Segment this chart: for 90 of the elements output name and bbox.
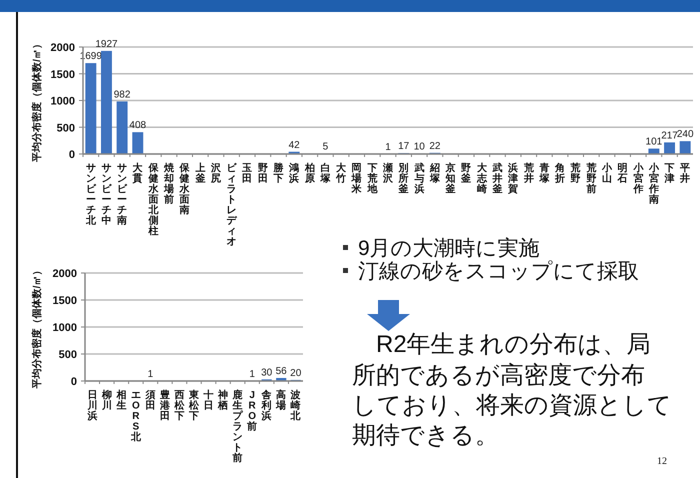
x-tick-label: 明石 (616, 162, 628, 184)
y-tick-label: 2000 (50, 42, 75, 54)
x-tick-label: 柏原 (304, 162, 315, 184)
x-tick-label: 神栖 (217, 389, 228, 412)
x-tick-label: 平井 (679, 163, 690, 184)
x-tick-label: 西松下 (173, 390, 186, 422)
x-tick-label: 小山 (600, 162, 613, 184)
x-tick-label: 岡場米 (350, 163, 363, 195)
y-tick-label: 500 (56, 122, 75, 134)
x-tick-label: 十日 (202, 389, 214, 412)
y-tick-label: 2000 (52, 268, 77, 280)
x-tick-label: 下津 (664, 163, 675, 184)
x-tick-label: 沢尻 (210, 162, 222, 184)
x-tick-label: 鹿生プラント前 (232, 389, 244, 464)
x-tick-label: 荒野 (570, 162, 581, 184)
x-tick-label: 角折 (554, 162, 566, 184)
data-label: 217 (661, 130, 678, 142)
data-label: 42 (288, 140, 300, 151)
x-tick-label: 大貫 (132, 162, 144, 184)
x-tick-label: 野田 (258, 162, 268, 184)
x-tick-label: 高場 (275, 389, 286, 412)
y-tick-label: 0 (68, 149, 75, 161)
text: R2年生まれの分布は、局 (352, 331, 651, 358)
y-tick-label: 1000 (52, 322, 77, 334)
x-tick-label: 白塚 (319, 162, 332, 184)
text: 所的であるが高密度で分布 (352, 362, 645, 389)
data-label: 56 (276, 366, 288, 377)
x-tick-label: 青塚 (538, 162, 550, 184)
x-tick-label: 瀬沢 (382, 162, 394, 184)
x-tick-label: 野釜 (460, 162, 472, 184)
data-label: 982 (114, 89, 131, 100)
data-label: 1 (148, 368, 154, 380)
x-tick-label: 下荒地 (366, 163, 378, 195)
data-label: 1 (385, 142, 392, 153)
x-tick-label: 武井釜 (491, 162, 502, 195)
x-tick-label: 鴻浜 (288, 162, 300, 184)
y-tick-label: 0 (70, 376, 77, 388)
x-tick-label: 焼却場前 (163, 162, 176, 206)
data-label: 101 (646, 136, 663, 148)
x-tick-label: サンビーチ南 (116, 163, 128, 226)
x-tick-label: サンビーチ北 (84, 163, 97, 226)
y-tick-label: 500 (58, 349, 77, 361)
y-tick-label: 1500 (50, 68, 75, 81)
x-tick-label: 柳川 (100, 389, 112, 412)
x-tick-label: 大竹 (335, 162, 348, 184)
data-label: 30 (261, 367, 273, 378)
x-tick-label: ビィラトレディオ (226, 162, 238, 248)
x-tick-label: 大志崎 (476, 162, 488, 195)
x-tick-label: サンビーチ中 (101, 163, 112, 226)
data-label: 1927 (95, 38, 118, 50)
text: 12 (657, 456, 667, 467)
x-tick-label: 荒野前 (585, 162, 596, 195)
text: 9月の大潮時に実施 (358, 237, 540, 260)
y-tick-label: 1500 (52, 295, 77, 307)
y-axis-title: 平均分布密度（個体数/㎡） (31, 266, 43, 390)
x-tick-label: 小宮作南 (648, 162, 660, 206)
x-tick-label: 玉田 (241, 163, 252, 184)
data-label: 20 (290, 368, 302, 379)
text: 汀線の砂をスコップにて採取 (358, 260, 639, 283)
x-tick-label: 武与浜 (413, 162, 424, 195)
x-tick-label: 京知釜 (444, 162, 456, 195)
x-tick-label: 相生 (115, 389, 126, 412)
y-axis-title: 平均分布密度（個体数/㎡） (31, 39, 43, 163)
data-label: 10 (414, 141, 426, 152)
text: しており、将来の資源として (352, 392, 672, 419)
x-tick-label: 保健水面南 (178, 162, 191, 216)
x-tick-label: JRO前 (246, 390, 258, 432)
x-tick-label: 別所釜 (398, 162, 409, 195)
data-label: 240 (676, 129, 694, 140)
data-label: 17 (398, 141, 410, 152)
data-label: 408 (129, 120, 147, 132)
x-tick-label: 保健水面北側柱 (147, 162, 160, 237)
data-label: 22 (429, 140, 441, 152)
x-tick-label: 浜津賀 (507, 162, 518, 195)
x-tick-label: 勝下 (272, 162, 285, 184)
data-label: 5 (322, 142, 329, 153)
x-tick-label: 小宮作 (632, 162, 644, 195)
x-tick-label: 荒井 (522, 162, 534, 184)
x-tick-label: 紹塚 (428, 162, 441, 184)
x-tick-label: 東松下 (188, 389, 200, 422)
x-tick-label: 日川浜 (86, 390, 98, 422)
x-tick-label: 舎利浜 (260, 389, 272, 422)
x-tick-label: 須田 (144, 389, 156, 412)
text: 期待できる。 (352, 422, 499, 449)
data-label: 1 (249, 368, 256, 380)
y-tick-label: 1000 (50, 96, 75, 108)
x-tick-label: エORS北 (130, 390, 142, 443)
x-tick-label: 豊港田 (158, 389, 171, 422)
x-tick-label: 上釜 (194, 162, 206, 184)
x-tick-label: 波崎北 (290, 389, 302, 422)
